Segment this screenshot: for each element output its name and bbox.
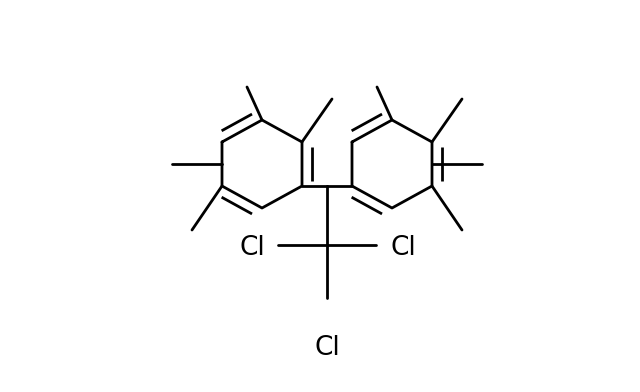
Text: Cl: Cl — [390, 235, 416, 261]
Text: Cl: Cl — [314, 335, 340, 361]
Text: Cl: Cl — [239, 235, 265, 261]
